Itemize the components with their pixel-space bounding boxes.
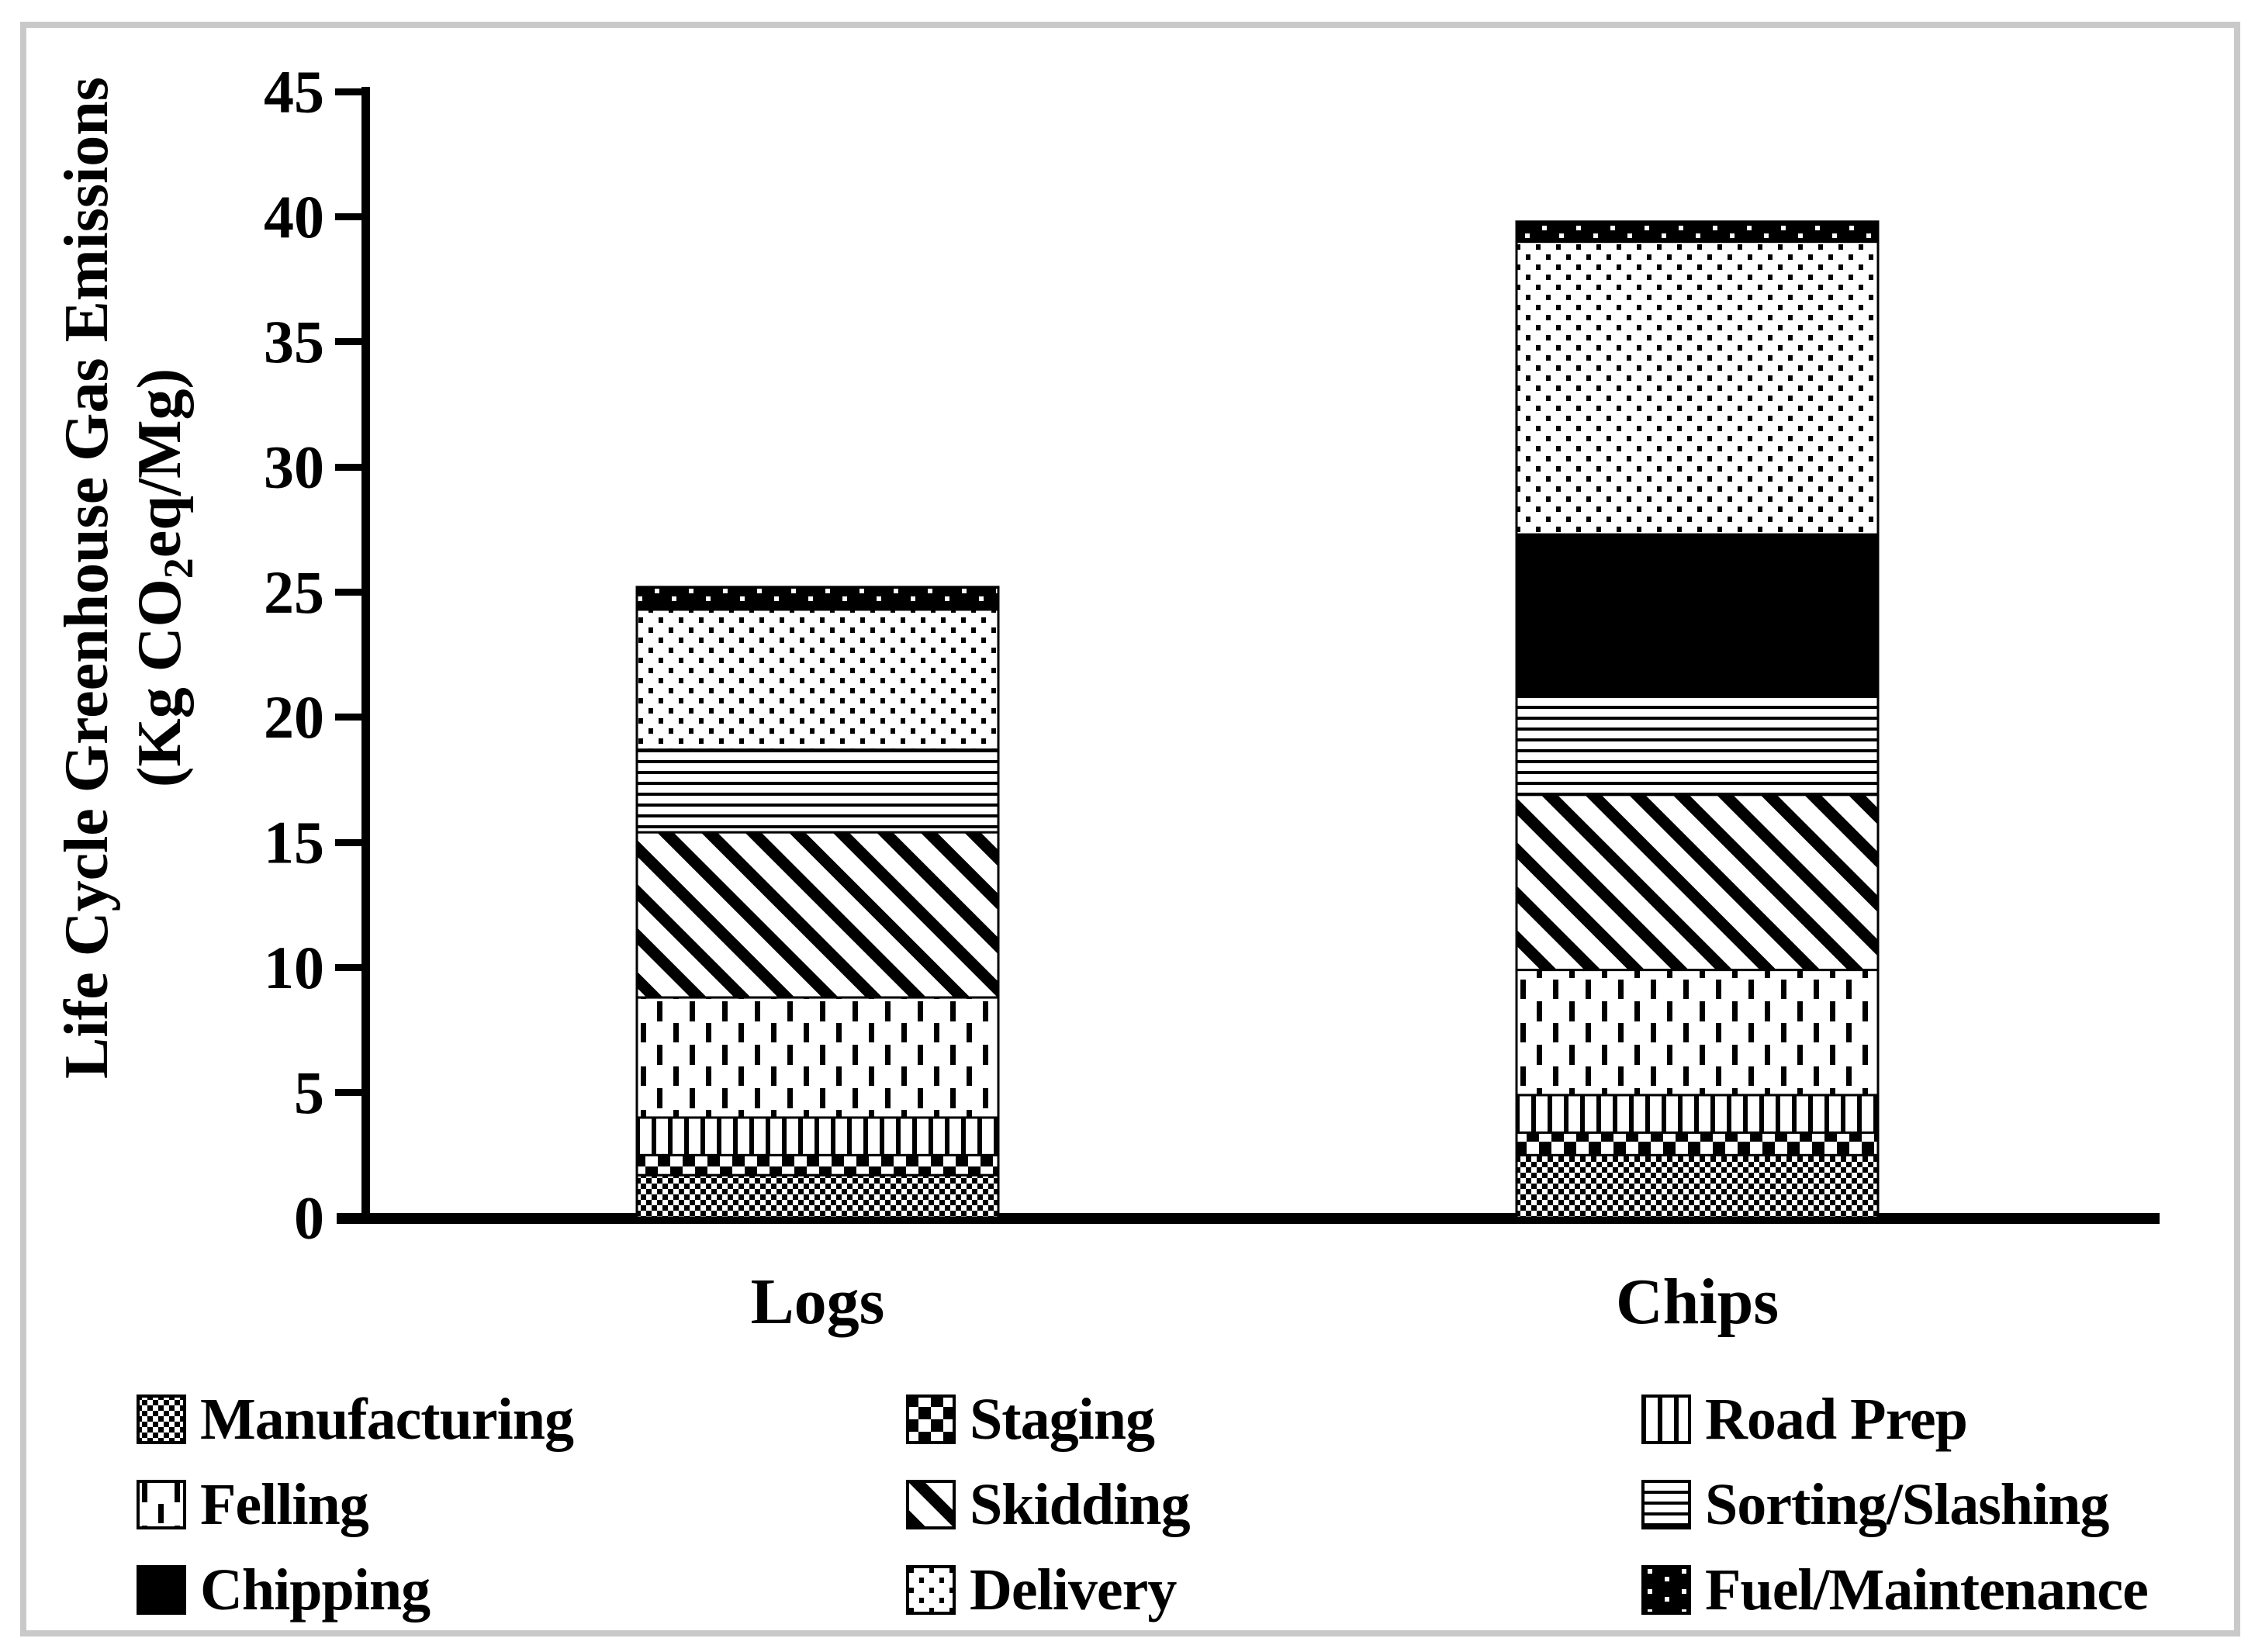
manufacturing-swatch-icon [137,1395,186,1444]
bar-segment-logs-staging [635,1153,1000,1177]
y-tick-label: 30 [264,434,324,501]
legend-label: Felling [200,1472,369,1537]
bars [635,220,1880,1219]
y-tick-label: 20 [264,683,324,751]
y-tick-label: 0 [294,1184,324,1252]
legend-label: Chipping [200,1557,431,1623]
bar-segment-chips-sorting-slashing [1515,693,1880,797]
y-axis-line [361,87,370,1216]
y-tick [335,213,361,220]
legend-label: Delivery [970,1557,1177,1623]
delivery-swatch-icon [906,1565,956,1615]
legend-label: Skidding [970,1472,1191,1537]
legend-item-staging: Staging [906,1387,1155,1452]
category-label-chips: Chips [1616,1266,1779,1338]
y-tick [335,964,361,971]
bar-segment-logs-felling [635,996,1000,1119]
y-axis-title-line2: (Kg CO2eq/Mg) [126,368,202,787]
category-labels: Logs Chips [751,1266,1779,1338]
staging-swatch-icon [906,1395,956,1444]
y-tick-label: 40 [264,183,324,251]
y-tick-label: 10 [264,934,324,1001]
bar-segment-logs-delivery [635,608,1000,752]
y-axis-ticks: 0 5 10 15 20 25 30 35 40 45 [264,58,361,1252]
bar-segment-logs-fuel-maintenance [635,586,1000,611]
bar-segment-logs-manufacturing [635,1173,1000,1219]
legend-item-skidding: Skidding [906,1472,1191,1537]
legend-label: Sorting/Slashing [1705,1472,2109,1537]
bar-segment-chips-road-prep [1515,1094,1880,1134]
y-tick [335,589,361,596]
chipping-swatch-icon [137,1565,186,1615]
bar-segment-logs-sorting-slashing [635,748,1000,834]
bar-segment-logs-road-prep [635,1116,1000,1156]
legend-item-chipping: Chipping [137,1557,431,1623]
legend-label: Road Prep [1705,1387,1968,1452]
stacked-bar-chart: Life Cycle Greenhouse Gas Emissions (Kg … [53,58,2160,1338]
y-tick-label: 35 [264,308,324,375]
y-tick [335,338,361,345]
sorting-slashing-swatch-icon [1641,1480,1691,1529]
x-axis-line [337,1213,2160,1224]
category-label-logs: Logs [751,1266,885,1338]
bar-segment-chips-staging [1515,1131,1880,1156]
legend-item-fuel-maintenance: Fuel/Maintenance [1641,1557,2149,1623]
bar-segment-chips-fuel-maintenance [1515,220,1880,244]
y-tick [335,464,361,471]
legend-item-delivery: Delivery [906,1557,1177,1623]
bar-segment-chips-felling [1515,969,1880,1097]
y-tick [335,1089,361,1096]
felling-swatch-icon [137,1480,186,1529]
legend-label: Fuel/Maintenance [1705,1557,2149,1623]
bar-segment-chips-chipping [1515,533,1880,696]
bar-segment-chips-skidding [1515,793,1880,972]
y-axis-title-line1: Life Cycle Greenhouse Gas Emissions [53,77,121,1079]
bar-segment-chips-manufacturing [1515,1153,1880,1219]
legend-item-manufacturing: Manufacturing [137,1387,574,1452]
y-tick-label: 45 [264,58,324,126]
skidding-swatch-icon [906,1480,956,1529]
y-tick [335,839,361,846]
legend-item-felling: Felling [137,1472,369,1537]
legend-label: Manufacturing [200,1387,574,1452]
y-tick-label: 15 [264,809,324,876]
legend-item-sorting-slashing: Sorting/Slashing [1641,1472,2109,1537]
bar-segment-chips-delivery [1515,240,1880,536]
road-prep-swatch-icon [1641,1395,1691,1444]
bar-segment-logs-skidding [635,831,1000,999]
legend-item-road-prep: Road Prep [1641,1387,1968,1452]
fuel-maintenance-swatch-icon [1641,1565,1691,1615]
y-tick-label: 5 [294,1059,324,1126]
legend-label: Staging [970,1387,1155,1452]
y-tick [335,714,361,721]
y-tick-label: 25 [264,558,324,626]
y-tick [335,88,361,95]
